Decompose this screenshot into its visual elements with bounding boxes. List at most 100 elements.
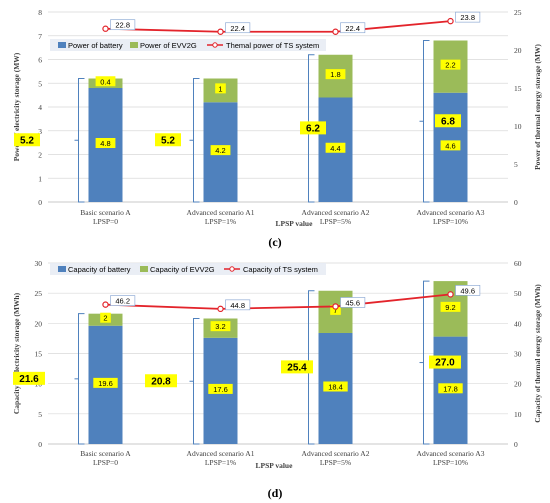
category-label: Basic scenario A [80,208,131,217]
data-label-evv2g-bg [95,76,116,87]
category-label: LPSP=10% [433,217,468,226]
y2-tick-label: 5 [514,160,518,169]
line-data-label: 46.2 [115,297,130,306]
data-label-battery: 17.8 [443,384,458,393]
category-label: Advanced scenario A1 [187,449,255,458]
data-label-battery-bg [438,383,463,394]
data-label-evv2g: 3.2 [215,322,225,331]
y-tick-label: 6 [38,56,42,65]
data-label-evv2g: 2.2 [445,61,455,70]
data-label-evv2g: 9.2 [445,303,455,312]
line-data-label: 44.8 [230,301,245,310]
line-data-label: 22.4 [345,24,360,33]
data-label-battery: 4.2 [215,146,225,155]
line-point [102,301,109,308]
y2-tick-label: 60 [514,259,522,268]
line-data-label: 45.6 [345,298,360,307]
legend-label: Capacity of battery [68,265,131,274]
total-label: 21.6 [19,374,39,385]
data-label-battery-bg [95,138,116,148]
total-label: 5.2 [161,135,175,146]
data-label-battery-bg [93,377,118,388]
category-label: Advanced scenario A2 [302,449,370,458]
legend-label: Themal power of TS system [226,41,319,50]
total-label: 6.2 [306,123,320,134]
y2-axis-title: Power of thermal energy storage (MW) [533,44,542,170]
data-label-battery-bg [440,140,461,151]
y-tick-label: 5 [38,79,42,88]
y2-tick-label: 50 [514,289,522,298]
legend-swatch [130,42,138,48]
line-series-ts [105,293,451,310]
legend-box [50,39,326,51]
category-label: LPSP=5% [320,458,351,467]
category-label: LPSP=0 [93,458,118,467]
data-label-evv2g: 2 [103,314,107,323]
y-tick-label: 15 [35,350,43,359]
line-point [217,28,224,35]
y2-tick-label: 15 [514,84,522,93]
total-bracket [423,40,430,203]
data-label-battery-bg [323,381,348,392]
data-label-battery: 19.6 [98,379,113,388]
category-label: LPSP=5% [320,217,351,226]
y-tick-label: 1 [38,174,42,183]
line-point [217,305,224,313]
data-label-battery-bg [210,145,231,156]
category-label: Advanced scenario A3 [417,449,485,458]
legend-swatch [58,266,66,272]
y-tick-label: 20 [35,319,43,328]
data-label-evv2g: 1.8 [330,70,340,79]
line-point [102,25,109,32]
total-label-bg [281,360,313,374]
legend-label: Power of EVV2G [140,41,197,50]
y-tick-label: 7 [38,32,42,41]
y-axis-title: Capacity of electricity storage (MWh) [12,292,21,414]
data-label-battery: 18.4 [328,382,343,391]
line-label-bg [455,285,481,296]
total-label-bg [145,374,177,388]
category-label: Basic scenario A [80,449,131,458]
legend-box [50,263,326,275]
y-tick-label: 3 [38,127,42,136]
data-label-battery: 17.6 [213,385,228,394]
data-label-evv2g-bg [100,312,111,323]
legend-swatch [140,266,148,272]
data-label-evv2g-bg [210,321,231,332]
line-label-bg [340,22,366,34]
total-label: 25.4 [287,362,307,373]
y2-axis-title: Capacity of thermal energy storage (MWh) [533,284,542,423]
total-label: 5.2 [20,135,34,146]
legend-label: Power of battery [68,41,123,50]
x-axis-title: LPSP value [256,461,294,470]
panel-caption-d: (d) [268,486,283,500]
y2-tick-label: 0 [514,198,518,207]
legend-marker [212,42,218,48]
y-tick-label: 0 [38,198,42,207]
line-label-bg [225,22,251,34]
y2-tick-label: 20 [514,380,522,389]
line-label-bg [110,19,136,31]
y-tick-label: 8 [38,8,42,17]
legend-label: Capacity of TS system [243,265,318,274]
total-label-bg [435,114,461,128]
line-point [332,28,339,35]
total-label: 20.8 [151,376,171,387]
y2-tick-label: 10 [514,410,522,419]
y-tick-label: 25 [35,289,43,298]
legend-marker [229,266,235,272]
y2-tick-label: 10 [514,122,522,131]
line-label-bg [225,299,251,311]
y2-tick-label: 40 [514,319,522,328]
data-label-battery: 4.6 [445,141,455,150]
y2-tick-label: 0 [514,440,518,449]
data-label-battery-bg [325,142,346,153]
y-tick-label: 4 [38,103,42,112]
line-data-label: 22.8 [115,21,130,30]
total-bracket [78,313,85,445]
total-label-bg [155,133,181,147]
data-label-evv2g-bg [440,59,461,70]
legend-label: Capacity of EVV2G [150,265,215,274]
data-label-battery-bg [208,383,233,394]
